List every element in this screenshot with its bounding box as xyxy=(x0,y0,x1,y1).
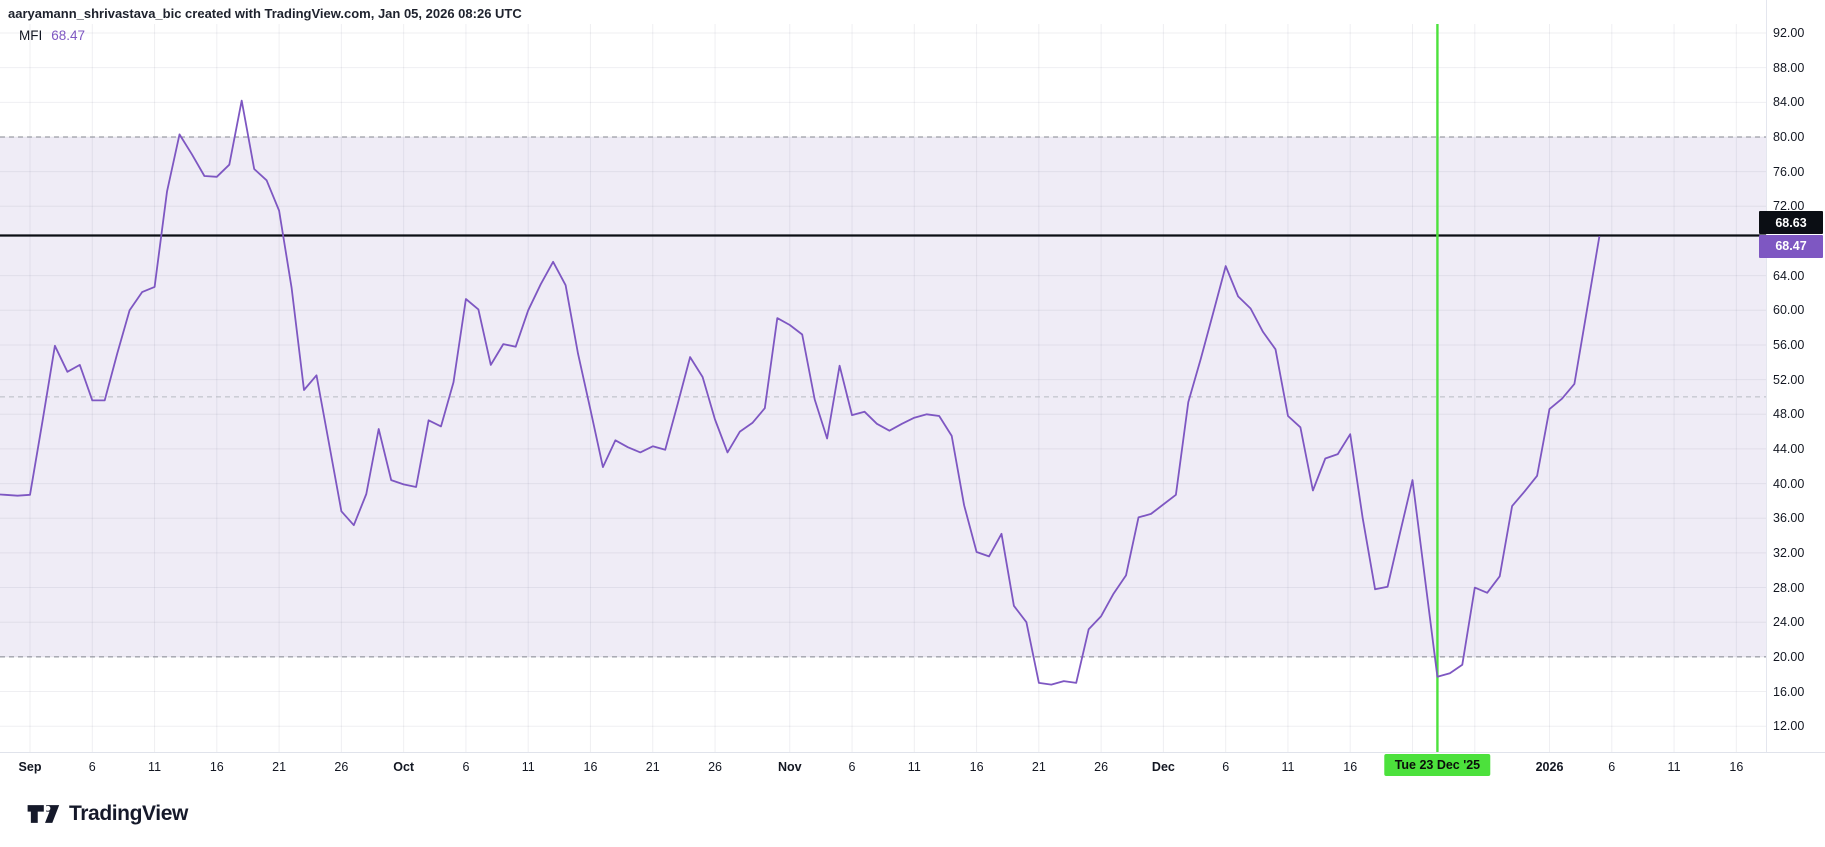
price-axis-label: 36.00 xyxy=(1773,511,1805,526)
price-axis-label: 84.00 xyxy=(1773,95,1805,110)
price-axis-label: 60.00 xyxy=(1773,303,1805,318)
price-axis[interactable]: 92.00 88.00 84.00 80.00 76.00 72.00 64.00 60.00… xyxy=(1766,0,1825,752)
price-axis-label: 72.00 xyxy=(1773,199,1805,214)
price-axis-label: 48.00 xyxy=(1773,407,1805,422)
time-axis-label: 26 xyxy=(1094,760,1109,774)
tradingview-logo-mark xyxy=(27,805,60,823)
attribution-text: aaryamann_shrivastava_bic created with T… xyxy=(8,6,522,21)
price-axis-label: 40.00 xyxy=(1773,476,1805,491)
time-axis-label: 11 xyxy=(1667,760,1681,774)
time-axis-label: 16 xyxy=(583,760,598,774)
price-axis-label: 12.00 xyxy=(1773,719,1805,734)
price-axis-label: 32.00 xyxy=(1773,545,1805,560)
tradingview-logo[interactable]: TradingView xyxy=(26,799,188,829)
time-axis-label: 21 xyxy=(645,760,660,774)
time-axis-label: 16 xyxy=(1729,760,1744,774)
vertical-line-date-badge[interactable]: Tue 23 Dec '25 xyxy=(1384,754,1491,776)
indicator-name: MFI xyxy=(19,28,43,43)
indicator-price-badge: 68.47 xyxy=(1759,234,1823,258)
price-axis-label: 24.00 xyxy=(1773,615,1805,630)
time-axis-label: 26 xyxy=(708,760,722,774)
time-axis-label: Sep xyxy=(18,760,42,774)
time-axis-label: Oct xyxy=(393,760,415,774)
price-axis-label: 20.00 xyxy=(1773,649,1805,664)
time-axis-label: 6 xyxy=(848,760,856,774)
time-axis-label: Dec xyxy=(1151,760,1175,774)
time-axis-label: 16 xyxy=(209,760,224,774)
price-axis-label: 16.00 xyxy=(1773,684,1805,699)
price-axis-label: 64.00 xyxy=(1773,268,1805,283)
time-axis-label: 6 xyxy=(1608,760,1616,774)
time-axis-label: 21 xyxy=(1031,760,1046,774)
time-axis-label: 2026 xyxy=(1535,760,1564,774)
time-axis-label: 6 xyxy=(88,760,96,774)
time-axis-label: 11 xyxy=(907,760,921,774)
time-axis[interactable]: Sep 6 11 16 21 26 Oct 6 11 16 21 26 Nov 6 11 16 21 26 Dec 6… xyxy=(0,752,1825,847)
price-axis-label: 92.00 xyxy=(1773,26,1805,40)
time-axis-label: 21 xyxy=(272,760,287,774)
time-axis-label: 11 xyxy=(1281,760,1295,774)
price-axis-label: 80.00 xyxy=(1773,129,1805,144)
mfi-line-series[interactable] xyxy=(0,99,1601,686)
hline-price-badge: 68.63 xyxy=(1759,211,1823,234)
tradingview-logo-text: TradingView xyxy=(69,802,188,825)
time-axis-label: Nov xyxy=(777,760,802,774)
price-axis-label: 52.00 xyxy=(1773,372,1805,387)
time-axis-label: 6 xyxy=(462,760,470,774)
price-axis-label: 44.00 xyxy=(1773,441,1805,456)
price-axis-label: 88.00 xyxy=(1773,60,1805,75)
time-axis-label: 11 xyxy=(521,760,535,774)
time-axis-label: 26 xyxy=(334,760,349,774)
price-axis-label: 28.00 xyxy=(1773,580,1805,595)
time-axis-label: 11 xyxy=(148,760,162,774)
time-axis-label: 16 xyxy=(1343,760,1358,774)
indicator-value: 68.47 xyxy=(51,28,86,43)
time-axis-label: 16 xyxy=(969,760,984,774)
price-axis-label: 76.00 xyxy=(1773,164,1805,179)
indicator-legend[interactable]: MFI 68.47 xyxy=(19,28,85,43)
price-axis-label: 56.00 xyxy=(1773,337,1805,352)
time-axis-label: 6 xyxy=(1222,760,1230,774)
